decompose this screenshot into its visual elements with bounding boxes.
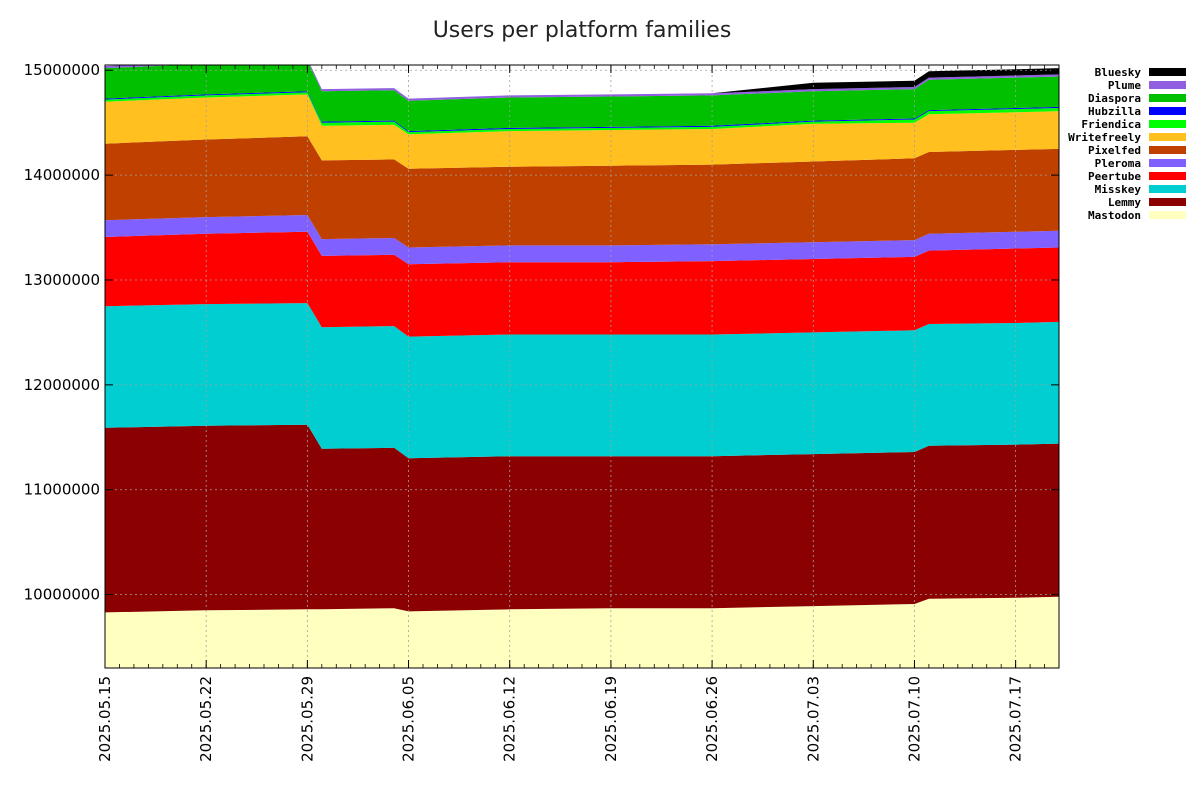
legend-swatch-mastodon [1149, 211, 1186, 219]
area-lemmy [105, 424, 1059, 613]
area-writefreely [105, 94, 1059, 169]
x-tick-label: 2025.07.10 [905, 676, 923, 762]
y-tick-label: 15000000 [24, 61, 100, 79]
chart-title: Users per platform families [433, 18, 732, 43]
legend-label-writefreely: Writefreely [1068, 131, 1141, 144]
legend-label-plume: Plume [1108, 79, 1141, 92]
legend-swatch-pixelfed [1149, 146, 1186, 154]
grid-lines [104, 65, 1059, 668]
x-tick-label: 2025.05.22 [197, 676, 215, 762]
legend-swatch-hubzilla [1149, 107, 1186, 115]
x-tick-label: 2025.07.03 [804, 676, 822, 762]
legend-label-bluesky: Bluesky [1095, 66, 1142, 79]
area-pleroma [105, 215, 1059, 265]
legend-swatch-bluesky [1149, 68, 1186, 76]
legend-label-pixelfed: Pixelfed [1088, 144, 1141, 157]
legend-swatch-plume [1149, 81, 1186, 89]
legend-label-hubzilla: Hubzilla [1088, 105, 1141, 118]
x-tick-label: 2025.06.12 [501, 676, 519, 762]
legend-label-misskey: Misskey [1095, 183, 1142, 196]
area-friendica [105, 92, 1059, 135]
legend-swatch-peertube [1149, 172, 1186, 180]
area-bluesky [105, 65, 1059, 99]
y-tick-label: 14000000 [24, 166, 100, 184]
legend-swatch-misskey [1149, 185, 1186, 193]
area-misskey [105, 303, 1059, 459]
x-tick-label: 2025.06.05 [400, 676, 418, 762]
legend-swatch-diaspora [1149, 94, 1186, 102]
legend: BlueskyPlumeDiasporaHubzillaFriendicaWri… [1068, 66, 1186, 222]
area-layers [105, 65, 1059, 668]
y-tick-label: 11000000 [24, 481, 100, 499]
x-tick-label: 2025.06.19 [602, 676, 620, 762]
x-tick-label: 2025.05.29 [298, 676, 316, 762]
legend-swatch-friendica [1149, 120, 1186, 128]
y-tick-label: 12000000 [24, 376, 100, 394]
x-tick-label: 2025.06.26 [703, 676, 721, 762]
y-tick-label: 13000000 [24, 271, 100, 289]
axis-ticks: 10000000 11000000 12000000 13000000 14000000… [24, 61, 1060, 762]
area-pixelfed [105, 136, 1059, 248]
x-tick-label: 2025.05.15 [96, 676, 114, 762]
legend-label-pleroma: Pleroma [1095, 157, 1141, 170]
legend-label-lemmy: Lemmy [1108, 196, 1141, 209]
legend-swatch-lemmy [1149, 198, 1186, 206]
legend-swatch-writefreely [1149, 133, 1186, 141]
legend-label-diaspora: Diaspora [1088, 92, 1141, 105]
legend-swatch-pleroma [1149, 159, 1186, 167]
legend-label-peertube: Peertube [1088, 170, 1141, 183]
legend-label-friendica: Friendica [1081, 118, 1141, 131]
area-diaspora [105, 65, 1059, 132]
area-hubzilla [105, 91, 1059, 133]
x-tick-label: 2025.07.17 [1007, 676, 1025, 762]
area-mastodon [105, 596, 1059, 668]
y-tick-label: 10000000 [24, 586, 100, 604]
area-peertube [105, 231, 1059, 337]
legend-label-mastodon: Mastodon [1088, 209, 1141, 222]
